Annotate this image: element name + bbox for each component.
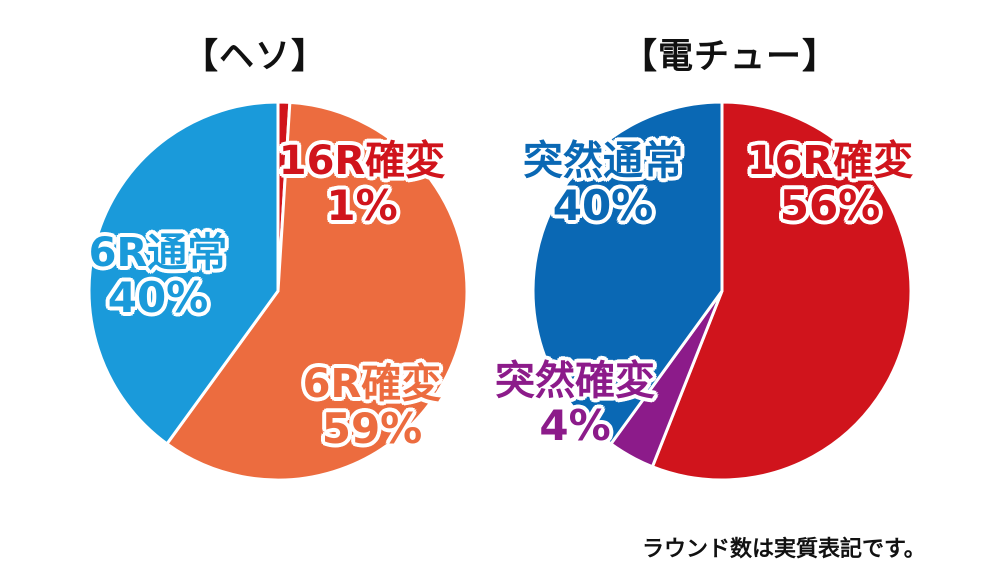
denchu-pie-slice-0 bbox=[650, 100, 913, 482]
heso-6r-kakuhen-value: 59% bbox=[321, 404, 423, 454]
chart-title-heso: 【ヘソ】 bbox=[183, 37, 328, 77]
heso-16r-kakuhen-label: 16R確変 1% bbox=[262, 138, 462, 231]
denchu-totsuzen-tsujo-name: 突然通常 bbox=[523, 138, 683, 184]
heso-6r-kakuhen-name: 6R確変 bbox=[302, 361, 442, 407]
denchu-totsuzen-kakuhen-value: 4% bbox=[539, 401, 611, 451]
heso-6r-tsujo-label: 6R通常 40% bbox=[58, 230, 258, 323]
denchu-totsuzen-tsujo-value: 40% bbox=[552, 181, 654, 231]
heso-16r-kakuhen-value: 1% bbox=[326, 181, 398, 231]
heso-pie-slice-1 bbox=[165, 100, 469, 482]
chart-title-denchu: 【電チュー】 bbox=[622, 37, 839, 77]
denchu-totsuzen-tsujo-label: 突然通常 40% bbox=[498, 138, 708, 231]
denchu-pie-slice-2 bbox=[531, 100, 724, 446]
heso-6r-tsujo-name: 6R通常 bbox=[88, 230, 228, 276]
denchu-16r-kakuhen-value: 56% bbox=[779, 181, 881, 231]
heso-pie-slice-2 bbox=[87, 100, 280, 446]
heso-6r-kakuhen-label: 6R確変 59% bbox=[272, 361, 472, 454]
footnote: ラウンド数は実質表記です。 bbox=[642, 537, 926, 562]
denchu-16r-kakuhen-name: 16R確変 bbox=[746, 138, 914, 184]
denchu-16r-kakuhen-label: 16R確変 56% bbox=[720, 138, 940, 231]
denchu-totsuzen-kakuhen-name: 突然確変 bbox=[495, 358, 655, 404]
heso-16r-kakuhen-name: 16R確変 bbox=[278, 138, 446, 184]
heso-6r-tsujo-value: 40% bbox=[107, 273, 209, 323]
denchu-totsuzen-kakuhen-label: 突然確変 4% bbox=[470, 358, 680, 451]
